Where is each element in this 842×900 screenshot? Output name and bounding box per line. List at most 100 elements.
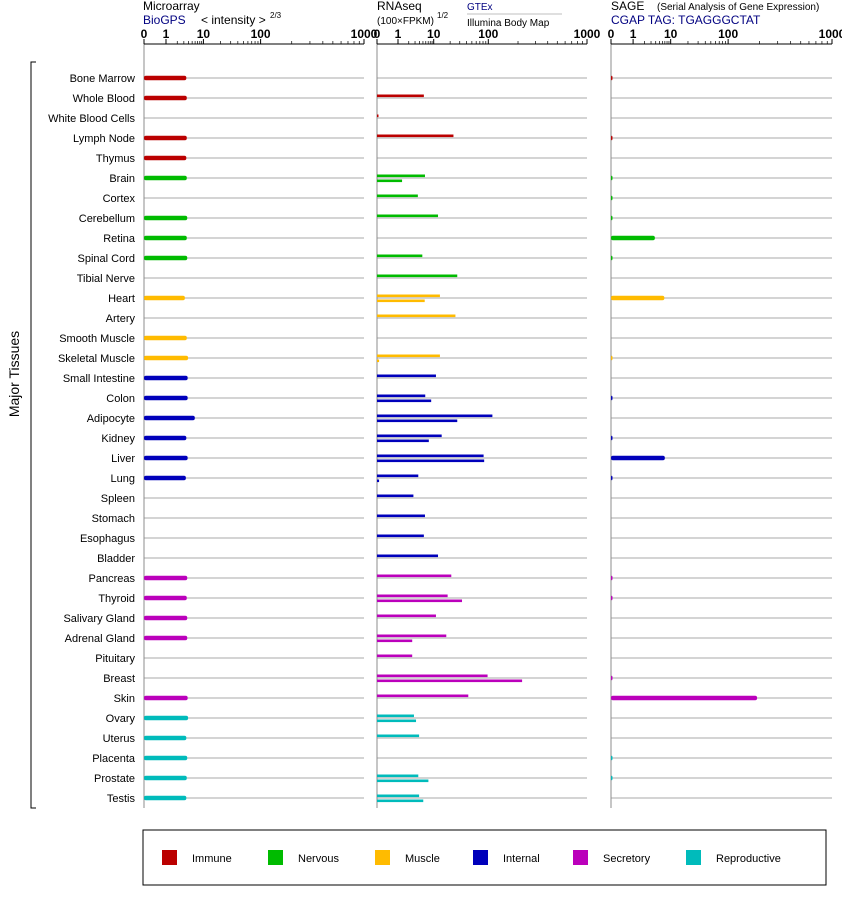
- tick-label: 1: [630, 27, 637, 41]
- bar-pancreas: [611, 575, 613, 581]
- bar-artery: [377, 314, 456, 318]
- bar-lung: [377, 479, 380, 483]
- bar-colon: [377, 399, 432, 403]
- bar-ovary: [377, 714, 414, 718]
- bar-liver: [377, 459, 485, 463]
- panel-subtitle-note: (100×FPKM): [377, 16, 434, 27]
- group-axis-label: Major Tissues: [6, 331, 22, 417]
- tissue-label: Thyroid: [98, 593, 135, 605]
- legend-swatch: [686, 850, 701, 865]
- bar-bone-marrow: [611, 75, 613, 81]
- tick-label: 1: [163, 27, 170, 41]
- panel-exponent: 1/2: [437, 11, 449, 20]
- tissue-label: Kidney: [101, 433, 135, 445]
- bar-kidney: [377, 434, 442, 438]
- legend-label: Secretory: [603, 853, 651, 865]
- tissue-label: Spinal Cord: [78, 253, 135, 265]
- source-label-1: GTEx: [467, 2, 493, 13]
- group-bracket: [30, 61, 36, 809]
- tissue-label: Colon: [106, 393, 135, 405]
- bar-spleen: [377, 494, 414, 498]
- bar-skeletal-muscle: [377, 354, 440, 358]
- panel-title-note: (Serial Analysis of Gene Expression): [657, 2, 819, 13]
- bar-thyroid: [611, 595, 613, 601]
- bar-tibial-nerve: [377, 274, 458, 278]
- bar-whole-blood: [144, 95, 187, 101]
- tissue-label: Skeletal Muscle: [58, 353, 135, 365]
- tick-label: 1: [395, 27, 402, 41]
- legend-swatch: [573, 850, 588, 865]
- bar-uterus: [377, 734, 420, 738]
- bar-pancreas: [144, 575, 188, 581]
- bar-testis: [377, 799, 424, 803]
- bar-breast: [377, 674, 488, 678]
- tick-label: 100: [718, 27, 738, 41]
- bar-prostate: [377, 774, 419, 778]
- legend-label: Nervous: [298, 853, 339, 865]
- panel-title: SAGE: [611, 0, 644, 13]
- bar-pituitary: [377, 654, 413, 658]
- bar-adrenal-gland: [144, 635, 188, 641]
- bar-cerebellum: [611, 215, 613, 221]
- tissue-label: Breast: [103, 673, 135, 685]
- bar-testis: [144, 795, 187, 801]
- bar-breast: [611, 675, 613, 681]
- tissue-label: Cerebellum: [79, 213, 135, 225]
- tissue-label: Spleen: [101, 493, 135, 505]
- legend-swatch: [375, 850, 390, 865]
- tick-label: 10: [427, 27, 441, 41]
- bar-colon: [611, 395, 613, 401]
- bar-lung: [377, 474, 419, 478]
- bar-smooth-muscle: [144, 335, 187, 341]
- tissue-label: Whole Blood: [73, 93, 135, 105]
- bar-lymph-node: [611, 135, 613, 141]
- bar-skin: [611, 695, 758, 701]
- bar-skeletal-muscle: [611, 355, 613, 361]
- bar-adipocyte: [377, 414, 493, 418]
- tissue-label: Prostate: [94, 773, 135, 785]
- bar-stomach: [377, 514, 425, 518]
- bar-heart: [144, 295, 185, 301]
- tissue-label: Lung: [111, 473, 135, 485]
- bar-thymus: [144, 155, 187, 161]
- bar-cerebellum: [377, 214, 439, 218]
- bar-breast: [377, 679, 523, 683]
- bar-prostate: [144, 775, 187, 781]
- tissue-label: Artery: [106, 313, 136, 325]
- tissue-label: Retina: [103, 233, 136, 245]
- bar-small-intestine: [144, 375, 188, 381]
- bar-lymph-node: [377, 134, 454, 138]
- bar-heart: [377, 299, 425, 303]
- tissue-label: Small Intestine: [63, 373, 135, 385]
- bar-skeletal-muscle: [377, 359, 380, 363]
- tissue-label: Heart: [108, 293, 135, 305]
- panel-subtitle: BioGPS: [143, 13, 186, 27]
- bar-liver: [377, 454, 484, 458]
- legend-label: Muscle: [405, 853, 440, 865]
- bar-testis: [377, 794, 420, 798]
- bar-retina: [611, 235, 655, 241]
- bar-lung: [144, 475, 186, 481]
- bar-cortex: [377, 194, 418, 198]
- legend-label: Immune: [192, 853, 232, 865]
- panel-exponent: 2/3: [270, 11, 282, 20]
- tissue-label: Stomach: [92, 513, 135, 525]
- tissue-label: Esophagus: [80, 533, 136, 545]
- tissue-label: Brain: [109, 173, 135, 185]
- bar-heart: [377, 294, 440, 298]
- bar-placenta: [144, 755, 188, 761]
- tissue-label: Skin: [114, 693, 135, 705]
- tissue-label: Smooth Muscle: [59, 333, 135, 345]
- bar-pancreas: [377, 574, 452, 578]
- tissue-label: Placenta: [92, 753, 136, 765]
- bar-thyroid: [144, 595, 187, 601]
- tick-label: 100: [478, 27, 498, 41]
- tissue-label: Bladder: [97, 553, 135, 565]
- bar-cerebellum: [144, 215, 188, 221]
- bar-brain: [611, 175, 613, 181]
- bar-uterus: [144, 735, 187, 741]
- tick-label: 10: [197, 27, 211, 41]
- bar-brain: [144, 175, 187, 181]
- bar-kidney: [611, 435, 613, 441]
